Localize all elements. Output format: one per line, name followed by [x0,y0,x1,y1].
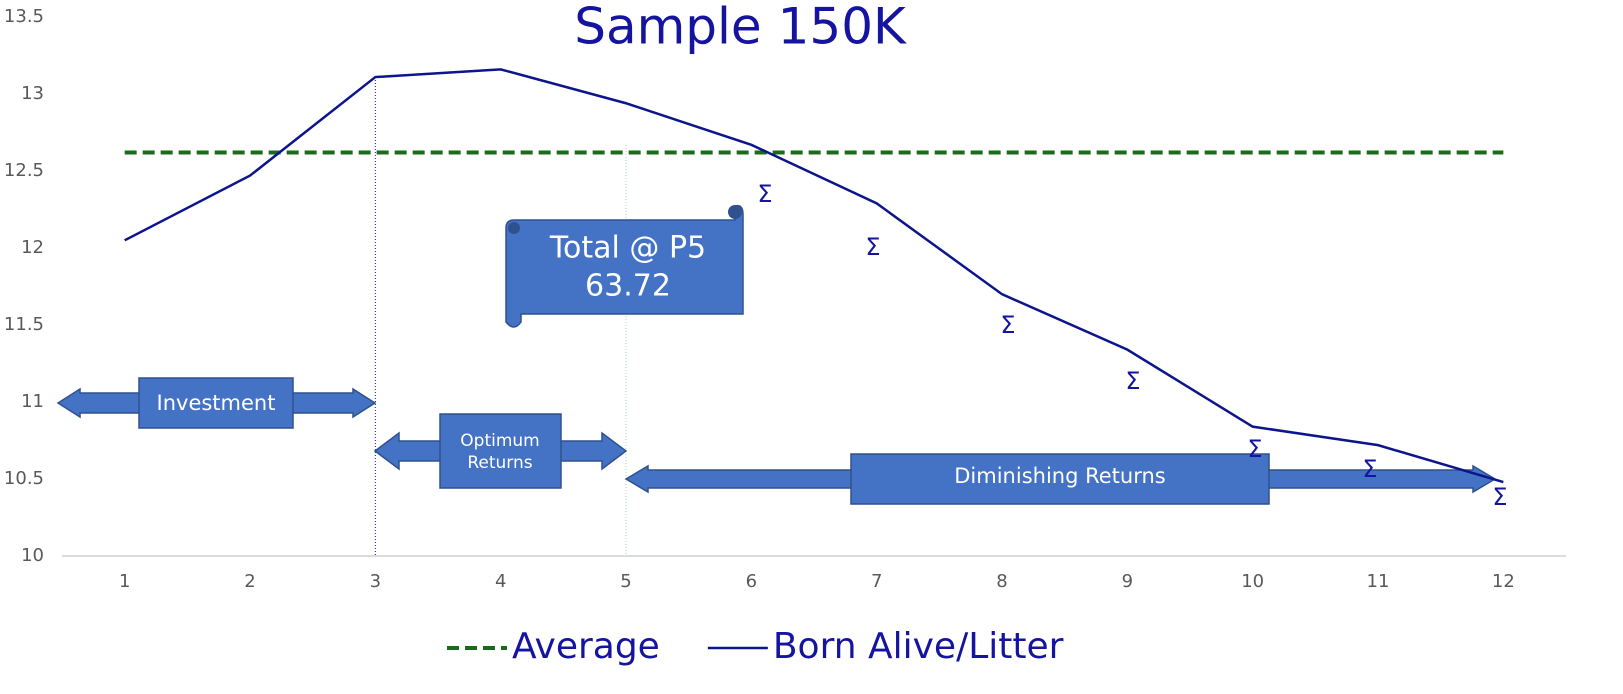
x-tick-label: 8 [996,571,1007,592]
legend-label: Born Alive/Litter [773,626,1064,667]
annotation: 63.72 [585,269,671,304]
x-tick-label: 12 [1492,571,1515,592]
scroll [505,204,744,328]
x-tick-label: 9 [1122,571,1133,592]
x-tick-label: 7 [871,571,882,592]
sigma: Σ [1247,435,1262,463]
x-tick-label: 6 [746,571,757,592]
label-box [138,377,294,429]
sigma: Σ [1362,455,1377,483]
scroll-curl [728,205,742,219]
chart-title: Sample 150K [574,0,907,56]
annotation: Optimum [460,431,539,451]
label-box [850,453,1270,505]
y-tick-label: 13.5 [4,6,44,27]
y-tick-label: 10 [21,545,44,566]
annotation: Returns [467,453,532,473]
y-tick-label: 10.5 [4,468,44,489]
y-tick-label: 12 [21,237,44,258]
x-tick-label: 4 [495,571,506,592]
sigma: Σ [1000,311,1015,339]
annotation: Diminishing Returns [954,464,1165,488]
y-tick-label: 11 [21,391,44,412]
x-tick-label: 5 [620,571,631,592]
sigma: Σ [1125,367,1140,395]
label-box [439,413,562,489]
x-tick-label: 2 [244,571,255,592]
sigma: Σ [757,180,772,208]
x-tick-label: 1 [119,571,130,592]
annotation: Investment [157,391,276,415]
sigma: Σ [1492,483,1507,511]
x-tick-label: 3 [370,571,381,592]
x-tick-label: 10 [1241,571,1264,592]
legend-label: Average [512,626,660,667]
line-series [124,68,1504,484]
annotation: Total @ P5 [549,231,706,266]
y-tick-label: 13 [21,83,44,104]
scroll-curl [508,222,520,234]
x-tick-label: 11 [1367,571,1390,592]
y-tick-label: 11.5 [4,314,44,335]
y-tick-label: 12.5 [4,160,44,181]
sigma: Σ [865,233,880,261]
